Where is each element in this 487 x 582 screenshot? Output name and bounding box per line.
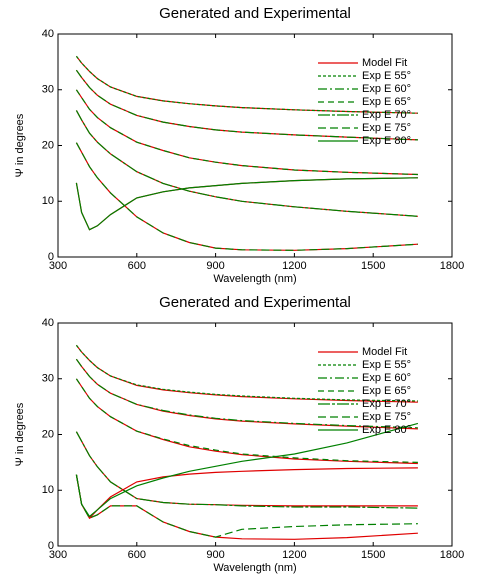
- y-tick-label: 40: [42, 28, 54, 40]
- x-axis-label: Wavelength (nm): [213, 562, 296, 574]
- legend-label: Exp E 65°: [362, 96, 411, 108]
- legend-label: Model Fit: [362, 57, 407, 69]
- y-axis-label: Ψ in degrees: [14, 113, 26, 177]
- y-tick-label: 20: [42, 428, 54, 440]
- x-tick-label: 300: [49, 549, 67, 561]
- x-tick-label: 900: [206, 549, 224, 561]
- legend-label: Exp E 75°: [362, 122, 411, 134]
- model-curve: [75, 474, 418, 540]
- plot-lines: [75, 344, 419, 540]
- x-tick-label: 1800: [440, 549, 464, 561]
- exp-curve: [75, 69, 418, 141]
- x-tick-label: 1500: [361, 260, 385, 272]
- exp-curve: [75, 89, 418, 176]
- exp-curve: [75, 358, 418, 429]
- x-axis-label: Wavelength (nm): [213, 273, 296, 285]
- exp-curve: [75, 55, 418, 114]
- y-tick-label: 10: [42, 484, 54, 496]
- y-tick-label: 0: [48, 540, 54, 552]
- exp-curve: [75, 431, 418, 509]
- x-tick-label: 1200: [282, 549, 306, 561]
- exp-curve: [75, 177, 418, 231]
- x-tick-label: 1800: [440, 260, 464, 272]
- x-tick-label: 300: [49, 260, 67, 272]
- model-curve: [75, 467, 418, 520]
- y-tick-label: 0: [48, 251, 54, 263]
- chart-title: Generated and Experimental: [159, 5, 351, 22]
- chart-title: Generated and Experimental: [159, 294, 351, 311]
- exp-curve: [75, 474, 418, 538]
- y-tick-label: 40: [42, 317, 54, 329]
- y-tick-label: 20: [42, 139, 54, 151]
- y-tick-label: 30: [42, 373, 54, 385]
- exp-curve: [75, 142, 418, 251]
- exp-curve: [75, 344, 418, 402]
- exp-curve: [75, 378, 418, 463]
- legend-label: Exp E 70°: [362, 109, 411, 121]
- model-curve: [75, 142, 418, 251]
- legend-label: Exp E 70°: [362, 398, 411, 410]
- exp-curve: [75, 422, 419, 518]
- x-tick-label: 600: [128, 260, 146, 272]
- legend-label: Exp E 60°: [362, 372, 411, 384]
- exp-curve: [75, 110, 418, 217]
- legend-label: Model Fit: [362, 346, 407, 358]
- plot-lines: [75, 55, 418, 251]
- legend-label: Exp E 60°: [362, 83, 411, 95]
- legend-label: Exp E 65°: [362, 385, 411, 397]
- legend-label: Exp E 80°: [362, 135, 411, 147]
- y-axis-label: Ψ in degrees: [14, 402, 26, 466]
- y-tick-label: 30: [42, 84, 54, 96]
- x-tick-label: 1200: [282, 260, 306, 272]
- legend-label: Exp E 75°: [362, 411, 411, 423]
- x-tick-label: 1500: [361, 549, 385, 561]
- x-tick-label: 600: [128, 549, 146, 561]
- legend-label: Exp E 80°: [362, 424, 411, 436]
- x-tick-label: 900: [206, 260, 224, 272]
- y-tick-label: 10: [42, 195, 54, 207]
- legend-label: Exp E 55°: [362, 359, 411, 371]
- legend-label: Exp E 55°: [362, 70, 411, 82]
